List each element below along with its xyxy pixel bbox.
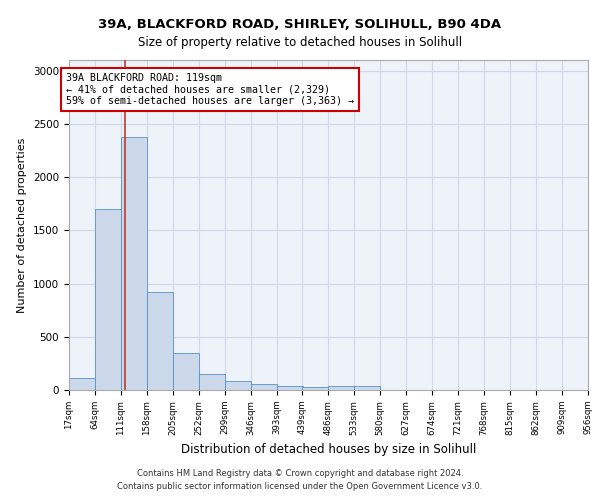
Bar <box>302 387 328 390</box>
Bar <box>95 209 121 390</box>
Bar <box>328 386 354 390</box>
Text: 39A, BLACKFORD ROAD, SHIRLEY, SOLIHULL, B90 4DA: 39A, BLACKFORD ROAD, SHIRLEY, SOLIHULL, … <box>98 18 502 30</box>
Bar <box>121 136 147 390</box>
Bar <box>355 386 380 390</box>
X-axis label: Distribution of detached houses by size in Solihull: Distribution of detached houses by size … <box>181 443 476 456</box>
Bar <box>173 352 199 390</box>
Text: Contains public sector information licensed under the Open Government Licence v3: Contains public sector information licen… <box>118 482 482 491</box>
Bar <box>225 382 251 390</box>
Bar <box>199 374 225 390</box>
Bar <box>251 384 277 390</box>
Bar <box>277 386 302 390</box>
Text: 39A BLACKFORD ROAD: 119sqm
← 41% of detached houses are smaller (2,329)
59% of s: 39A BLACKFORD ROAD: 119sqm ← 41% of deta… <box>65 73 353 106</box>
Bar <box>147 292 173 390</box>
Y-axis label: Number of detached properties: Number of detached properties <box>17 138 28 312</box>
Text: Contains HM Land Registry data © Crown copyright and database right 2024.: Contains HM Land Registry data © Crown c… <box>137 468 463 477</box>
Text: Size of property relative to detached houses in Solihull: Size of property relative to detached ho… <box>138 36 462 49</box>
Bar <box>69 378 95 390</box>
